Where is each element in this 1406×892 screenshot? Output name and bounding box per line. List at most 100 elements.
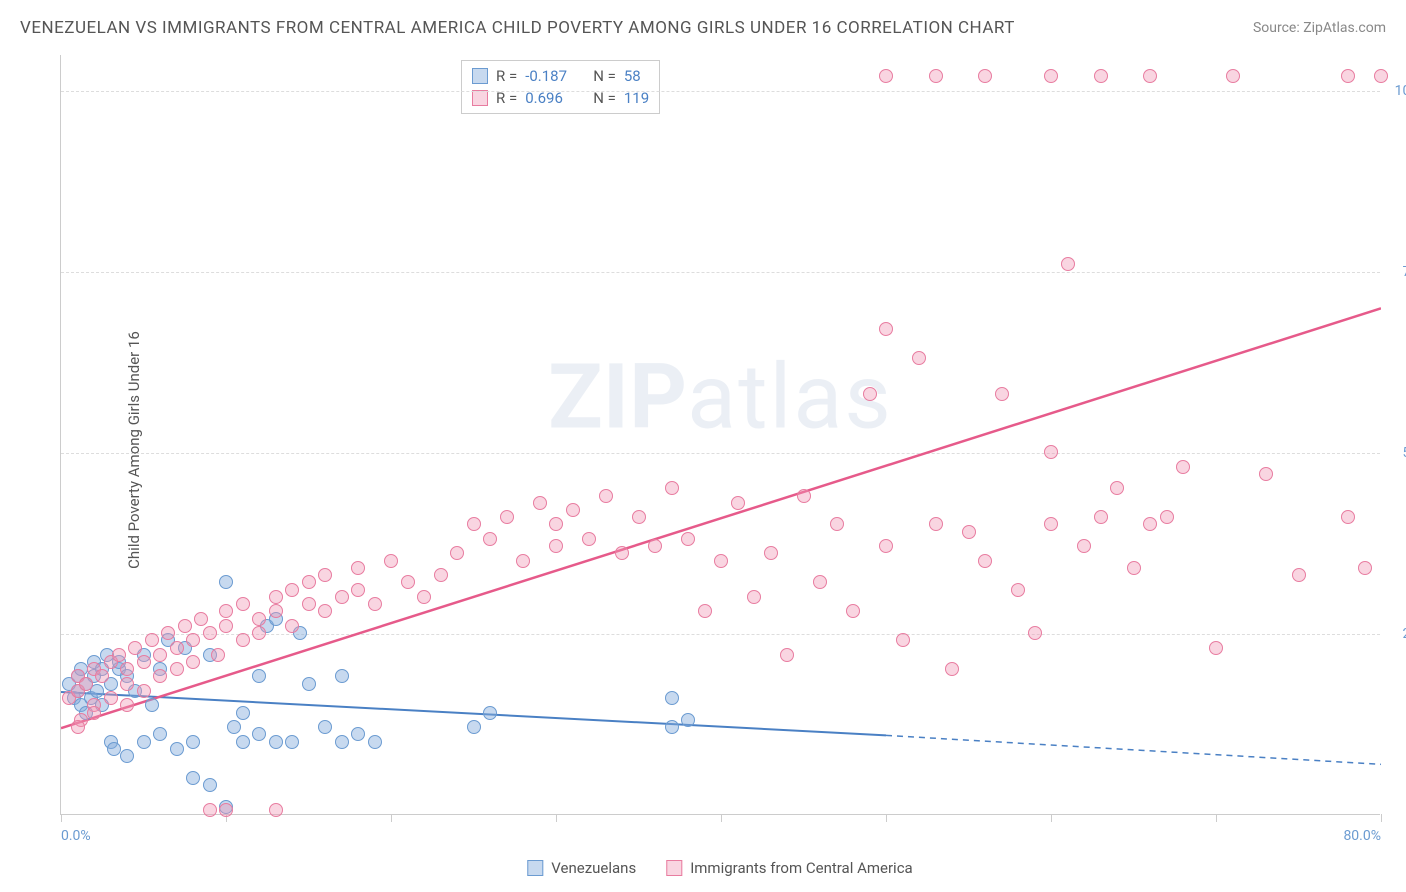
data-point (236, 706, 250, 720)
source-attribution: Source: ZipAtlas.com (1253, 20, 1386, 36)
data-point (467, 720, 481, 734)
data-point (434, 568, 448, 582)
data-point (995, 387, 1009, 401)
data-point (236, 597, 250, 611)
data-point (516, 554, 530, 568)
data-point (153, 669, 167, 683)
data-point (137, 655, 151, 669)
data-point (318, 720, 332, 734)
data-point (186, 735, 200, 749)
data-point (747, 590, 761, 604)
trend-lines (61, 55, 1381, 815)
data-point (533, 496, 547, 510)
data-point (128, 641, 142, 655)
y-tick-label: 75.0% (1402, 264, 1406, 280)
data-point (153, 648, 167, 662)
correlation-stats-box: R = -0.187 N = 58 R = 0.696 N = 119 (461, 60, 660, 114)
x-tick (886, 814, 887, 822)
data-point (87, 706, 101, 720)
data-point (879, 322, 893, 336)
data-point (1209, 641, 1223, 655)
data-point (161, 626, 175, 640)
data-point (335, 735, 349, 749)
x-tick-label: 80.0% (1343, 828, 1381, 844)
data-point (1044, 69, 1058, 83)
data-point (219, 619, 233, 633)
data-point (797, 489, 811, 503)
data-point (978, 554, 992, 568)
data-point (227, 720, 241, 734)
data-point (566, 503, 580, 517)
data-point (500, 510, 514, 524)
data-point (252, 669, 266, 683)
data-point (120, 749, 134, 763)
data-point (912, 351, 926, 365)
data-point (863, 387, 877, 401)
data-point (945, 662, 959, 676)
data-point (1143, 69, 1157, 83)
data-point (219, 803, 233, 817)
data-point (615, 546, 629, 560)
data-point (153, 727, 167, 741)
data-point (813, 575, 827, 589)
watermark: ZIPatlas (548, 344, 893, 449)
data-point (351, 727, 365, 741)
data-point (1341, 510, 1355, 524)
data-point (252, 612, 266, 626)
data-point (285, 619, 299, 633)
swatch-icon (472, 68, 488, 84)
data-point (1028, 626, 1042, 640)
data-point (335, 590, 349, 604)
data-point (203, 626, 217, 640)
data-point (599, 489, 613, 503)
data-point (1341, 69, 1355, 83)
data-point (203, 778, 217, 792)
chart-title: VENEZUELAN VS IMMIGRANTS FROM CENTRAL AM… (20, 18, 1015, 38)
gridline (61, 453, 1380, 454)
data-point (731, 496, 745, 510)
data-point (120, 662, 134, 676)
swatch-icon (527, 860, 543, 876)
data-point (236, 735, 250, 749)
data-point (1259, 467, 1273, 481)
data-point (71, 720, 85, 734)
data-point (269, 604, 283, 618)
data-point (978, 69, 992, 83)
x-tick (1051, 814, 1052, 822)
data-point (1358, 561, 1372, 575)
data-point (318, 604, 332, 618)
data-point (95, 669, 109, 683)
data-point (302, 677, 316, 691)
swatch-icon (666, 860, 682, 876)
x-tick (1216, 814, 1217, 822)
data-point (1143, 517, 1157, 531)
data-point (830, 517, 844, 531)
chart-container: Child Poverty Among Girls Under 16 ZIPat… (60, 55, 1380, 845)
data-point (665, 481, 679, 495)
data-point (1374, 69, 1388, 83)
data-point (219, 604, 233, 618)
data-point (1110, 481, 1124, 495)
data-point (269, 735, 283, 749)
data-point (145, 698, 159, 712)
y-tick-label: 50.0% (1402, 445, 1406, 461)
data-point (302, 575, 316, 589)
data-point (1226, 69, 1240, 83)
x-tick (1381, 814, 1382, 822)
swatch-icon (472, 90, 488, 106)
legend: Venezuelans Immigrants from Central Amer… (527, 859, 912, 877)
data-point (879, 69, 893, 83)
data-point (211, 648, 225, 662)
data-point (137, 684, 151, 698)
data-point (120, 698, 134, 712)
data-point (467, 517, 481, 531)
data-point (137, 735, 151, 749)
gridline (61, 91, 1380, 92)
data-point (632, 510, 646, 524)
data-point (665, 720, 679, 734)
data-point (483, 706, 497, 720)
data-point (962, 525, 976, 539)
data-point (1094, 69, 1108, 83)
data-point (1292, 568, 1306, 582)
data-point (681, 713, 695, 727)
